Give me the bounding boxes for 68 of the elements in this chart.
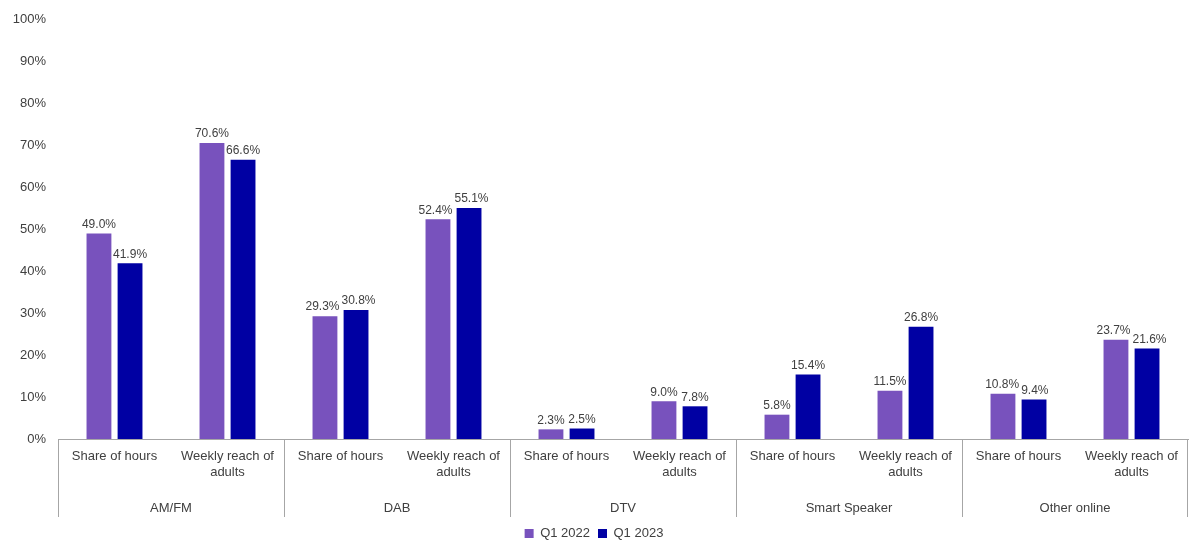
data-label: 9.0% (650, 384, 678, 399)
y-tick-label: 40% (19, 262, 47, 278)
x-tick-label: Share of hours (297, 448, 384, 464)
bar (1021, 399, 1047, 439)
bar (425, 219, 451, 439)
data-label: 55.1% (454, 191, 489, 206)
bar (86, 233, 112, 439)
bar (990, 393, 1016, 439)
y-tick-label: 70% (19, 137, 47, 153)
x-tick-label: Weekly reach of adults (1085, 448, 1179, 479)
data-label: 11.5% (873, 374, 907, 389)
legend-label: Q1 2023 (613, 525, 664, 541)
data-label: 15.4% (791, 357, 826, 372)
data-label: 7.8% (681, 389, 710, 404)
bar (1103, 339, 1129, 439)
data-label: 49.0% (81, 216, 117, 231)
text: Smart Speaker (805, 499, 894, 515)
data-label: 29.3% (305, 299, 340, 314)
x-tick-label: Weekly reach of adults (407, 448, 501, 479)
bar (795, 374, 821, 439)
bar (908, 326, 934, 439)
bar (651, 401, 677, 439)
y-tick-label: 60% (19, 179, 47, 195)
data-label: 52.4% (418, 202, 453, 217)
y-tick-label: 30% (19, 304, 47, 320)
x-tick-label: Weekly reach of adults (181, 448, 275, 479)
bar (1134, 348, 1160, 439)
x-tick-label: Weekly reach of adults (859, 448, 953, 479)
text: DAB (383, 499, 411, 515)
bar (199, 143, 225, 439)
bar (877, 390, 903, 439)
bar (538, 429, 564, 439)
data-label: 30.8% (341, 293, 376, 308)
bar (569, 428, 595, 439)
y-tick-label: 10% (19, 388, 47, 404)
x-tick-label: Share of hours (975, 448, 1062, 464)
data-label: 9.4% (1021, 382, 1049, 397)
data-label: 66.6% (226, 143, 261, 158)
x-tick-label: Share of hours (71, 448, 158, 464)
x-tick-label: Share of hours (749, 448, 836, 464)
text: DTV (610, 499, 637, 515)
legend-label: Q1 2022 (540, 525, 590, 541)
data-label: 5.8% (763, 398, 791, 412)
bar (682, 406, 708, 439)
data-label: 26.8% (904, 309, 939, 324)
y-tick-label: 80% (19, 95, 47, 111)
bar (764, 414, 790, 439)
bar (456, 208, 482, 439)
y-tick-label: 100% (12, 11, 47, 27)
data-label: 21.6% (1132, 331, 1167, 346)
data-label: 23.7% (1096, 322, 1131, 337)
bar (312, 316, 338, 439)
text: Other online (1039, 499, 1111, 515)
y-tick-label: 20% (19, 346, 47, 362)
x-tick-label: Weekly reach of adults (633, 448, 727, 479)
data-label: 2.3% (537, 412, 565, 427)
y-tick-label: 50% (19, 220, 47, 236)
data-label: 2.5% (568, 411, 597, 426)
x-tick-label: Share of hours (523, 448, 610, 464)
text: AM/FM (150, 499, 192, 515)
bar (117, 263, 143, 439)
data-label: 41.9% (113, 246, 148, 261)
bar (343, 309, 369, 439)
data-label: 10.8% (985, 377, 1020, 392)
y-tick-label: 0% (27, 430, 47, 446)
bar (230, 159, 256, 439)
y-tick-label: 90% (19, 53, 47, 69)
data-label: 70.6% (194, 126, 230, 141)
